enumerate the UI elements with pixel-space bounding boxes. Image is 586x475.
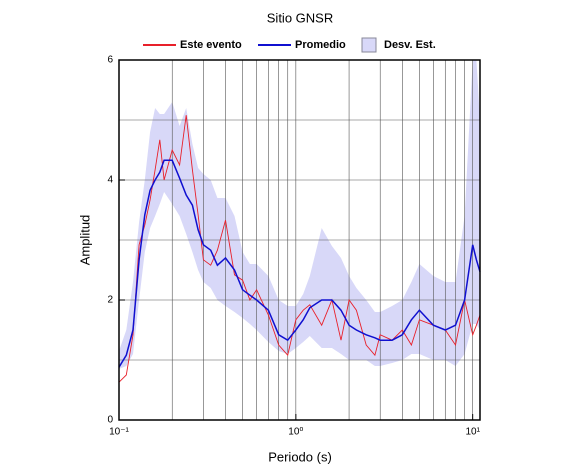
chart-title: Sitio GNSR: [267, 10, 333, 25]
y-tick-label: 6: [107, 55, 113, 66]
legend-label: Desv. Est.: [384, 39, 436, 51]
y-tick-label: 4: [107, 175, 113, 186]
legend-swatch: [361, 37, 377, 53]
x-tick-label: 10⁻¹: [109, 427, 129, 438]
y-tick-label: 0: [107, 415, 113, 426]
plot-frame: [118, 59, 481, 421]
legend-label: Este evento: [180, 39, 242, 51]
y-axis-label: Amplitud: [77, 215, 92, 266]
series-line: [118, 115, 481, 383]
x-tick-label: 10¹: [465, 427, 480, 438]
legend-label: Promedio: [295, 39, 346, 51]
y-tick-label: 2: [107, 295, 113, 306]
series-line: [118, 159, 481, 368]
x-tick-label: 10⁰: [288, 427, 303, 438]
std-band: [119, 60, 480, 369]
x-axis-label: Periodo (s): [268, 449, 332, 464]
